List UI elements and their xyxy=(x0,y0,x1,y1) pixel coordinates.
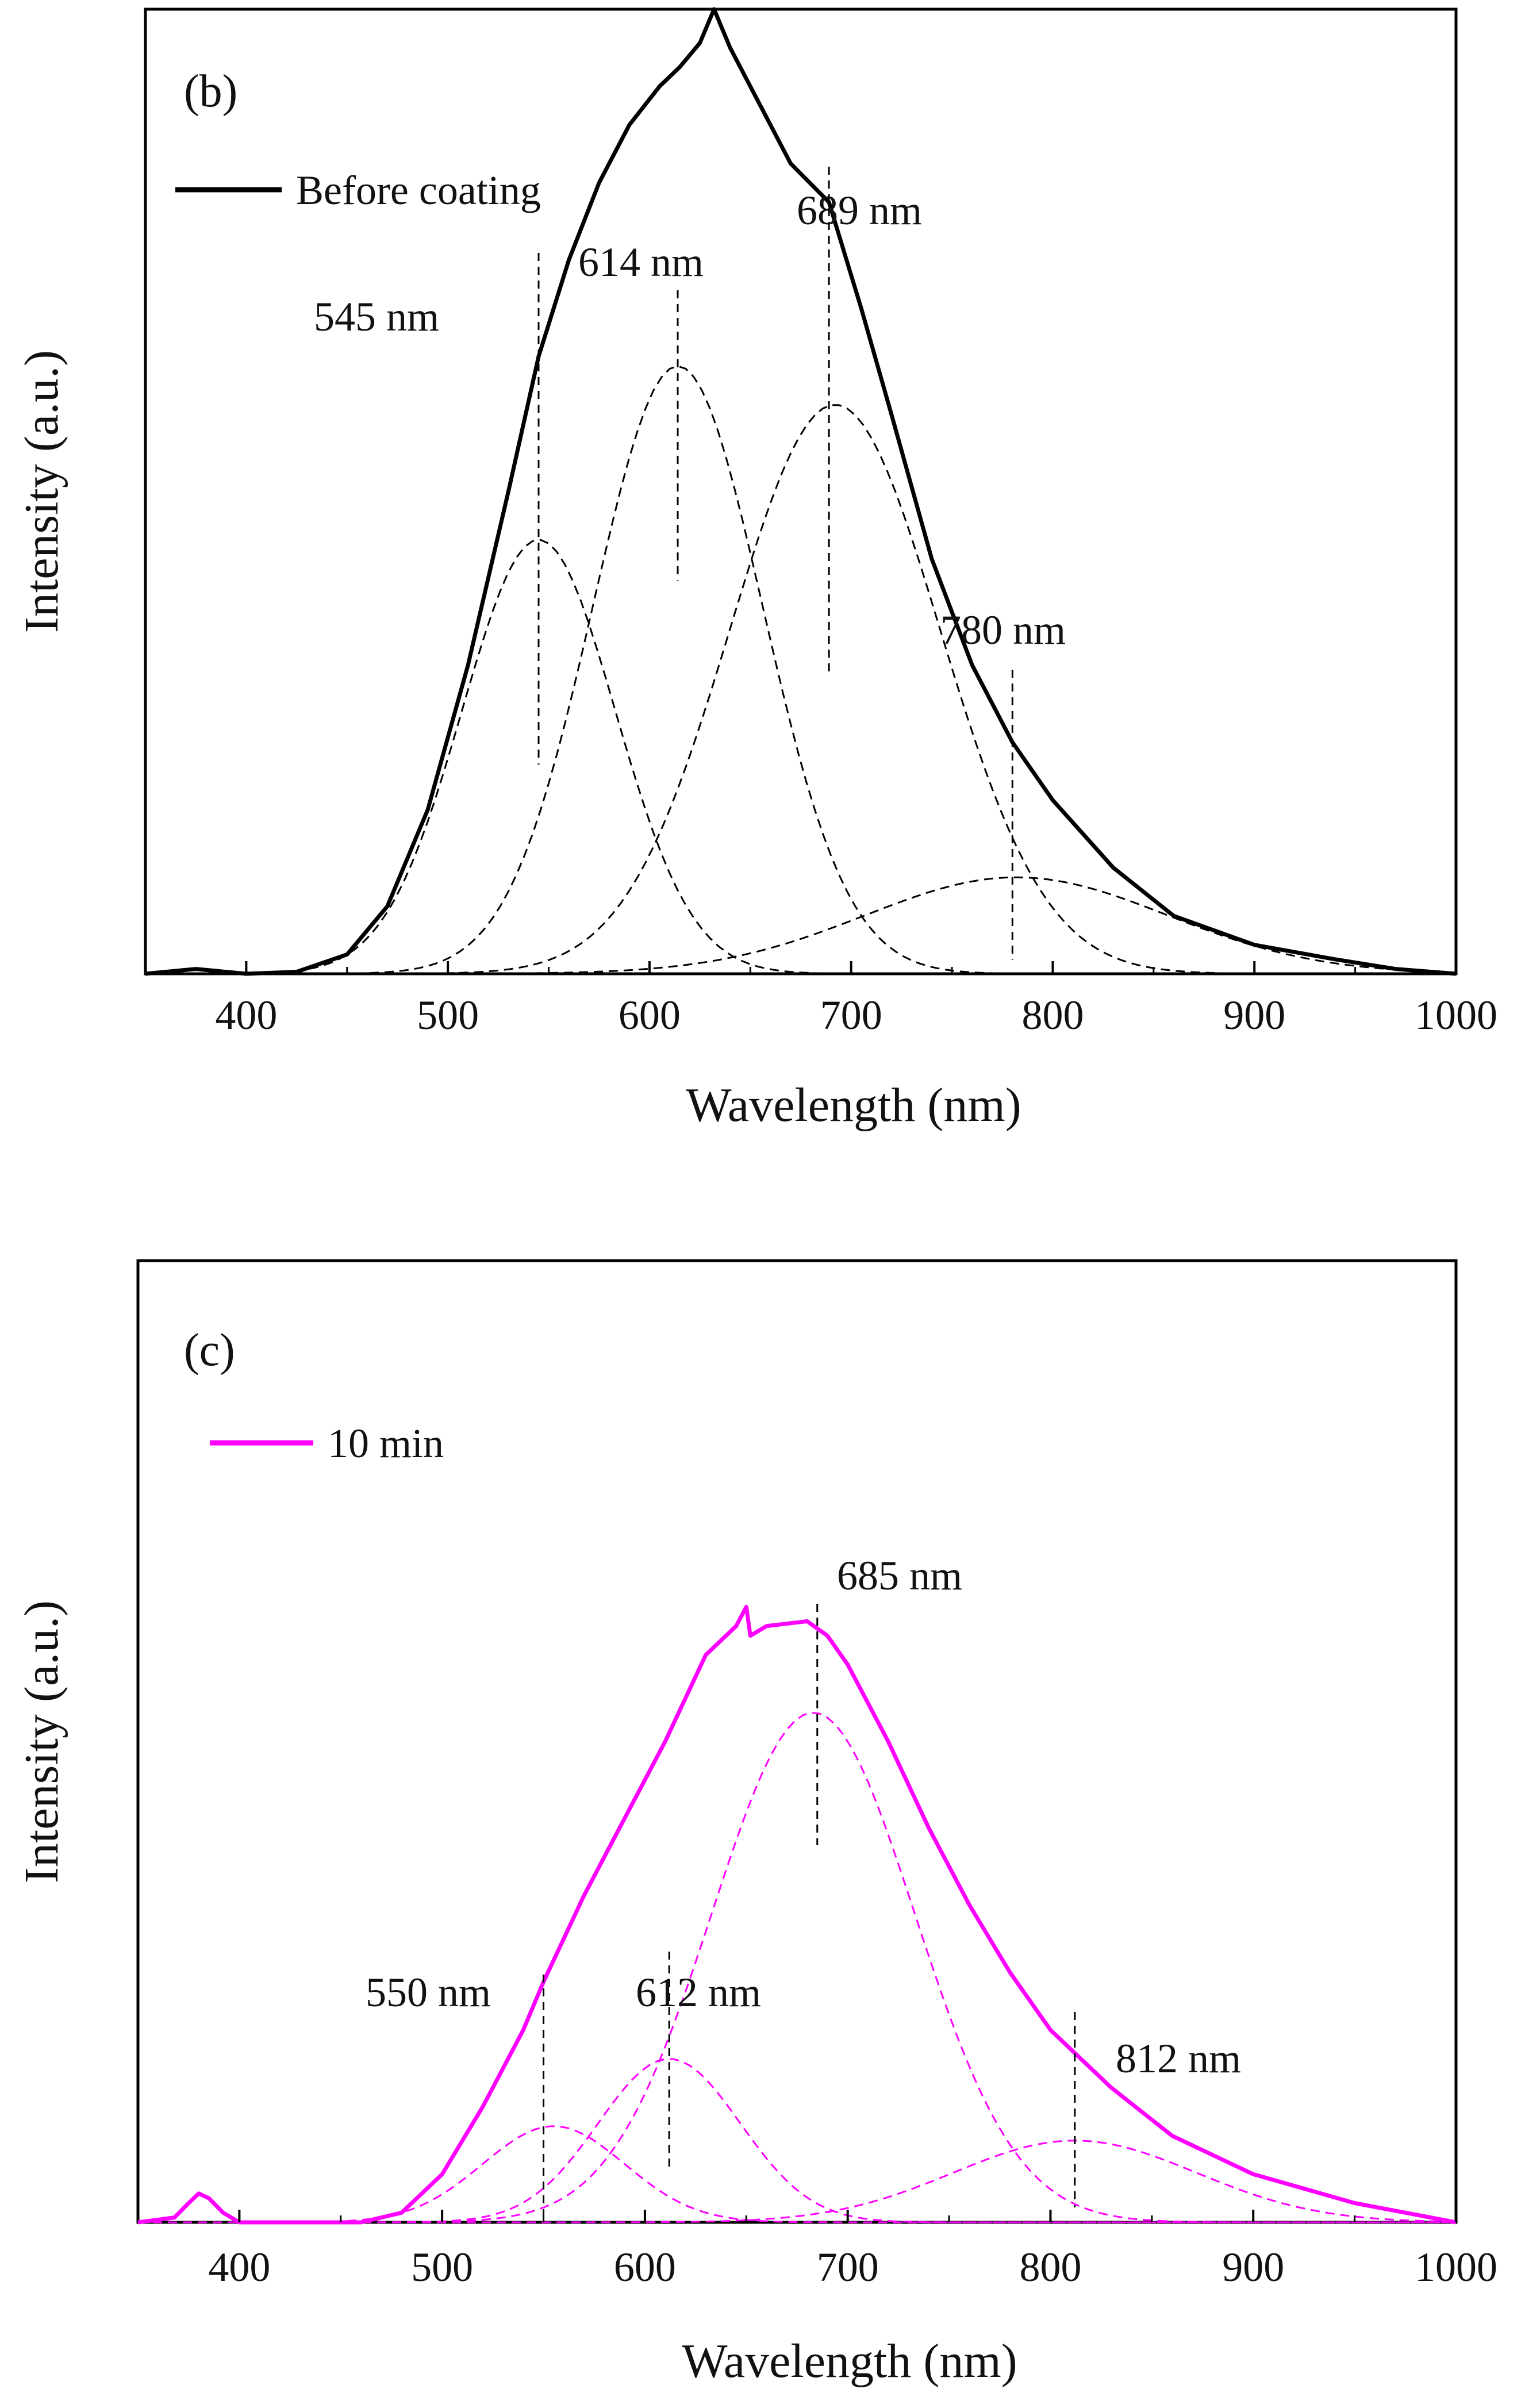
panel-c: 550 nm 612 nm 685 nm 812 nm 400 500 600 700 800… xyxy=(15,1259,1497,2388)
x-tick-label: 1000 xyxy=(1415,2244,1497,2290)
x-tick-label: 600 xyxy=(614,2244,676,2290)
peak-annotation: 614 nm xyxy=(578,239,704,285)
spectrum-curve xyxy=(145,7,1457,976)
x-tick-label: 700 xyxy=(817,2244,879,2290)
spectrum-curve xyxy=(137,1604,1457,2225)
panel-label: (b) xyxy=(184,66,237,117)
peak-annotation: 780 nm xyxy=(940,607,1066,653)
fit-peak-curve xyxy=(138,2140,1452,2223)
panel-label: (c) xyxy=(184,1325,235,1376)
x-tick-label: 400 xyxy=(215,992,277,1038)
x-tick-label: 400 xyxy=(208,2244,270,2290)
y-axis-label: Intensity (a.u.) xyxy=(15,1600,68,1883)
fit-peak-curve xyxy=(138,1712,1452,2223)
x-tick-label: 1000 xyxy=(1415,992,1497,1038)
peak-annotation: 685 nm xyxy=(837,1553,962,1599)
y-axis-label: Intensity (a.u.) xyxy=(15,350,68,633)
legend-label: 10 min xyxy=(328,1420,444,1466)
peak-annotation: 612 nm xyxy=(636,1969,761,2015)
fit-peak-curve xyxy=(145,876,1453,975)
panel-b: 545 nm 614 nm 689 nm 780 nm 400 500 600 700 800… xyxy=(15,7,1497,1132)
x-tick-label: 500 xyxy=(411,2244,473,2290)
x-tick-label: 800 xyxy=(1019,2244,1081,2290)
x-axis-label: Wavelength (nm) xyxy=(686,1078,1021,1132)
x-axis-label: Wavelength (nm) xyxy=(682,2334,1017,2388)
x-tick-label: 600 xyxy=(619,992,681,1038)
x-tick-label: 900 xyxy=(1222,2244,1284,2290)
x-tick-label: 800 xyxy=(1021,992,1084,1038)
peak-annotation: 812 nm xyxy=(1116,2036,1241,2081)
x-tick-label: 900 xyxy=(1223,992,1285,1038)
peak-annotation: 689 nm xyxy=(797,187,922,233)
plot-frame xyxy=(144,7,1458,976)
x-tick-label: 500 xyxy=(417,992,479,1038)
peak-annotation: 545 nm xyxy=(314,294,439,340)
fit-peak-curve xyxy=(138,2125,1452,2223)
x-tick-label: 700 xyxy=(820,992,882,1038)
legend-label: Before coating xyxy=(296,167,541,213)
peak-annotation: 550 nm xyxy=(366,1969,491,2015)
